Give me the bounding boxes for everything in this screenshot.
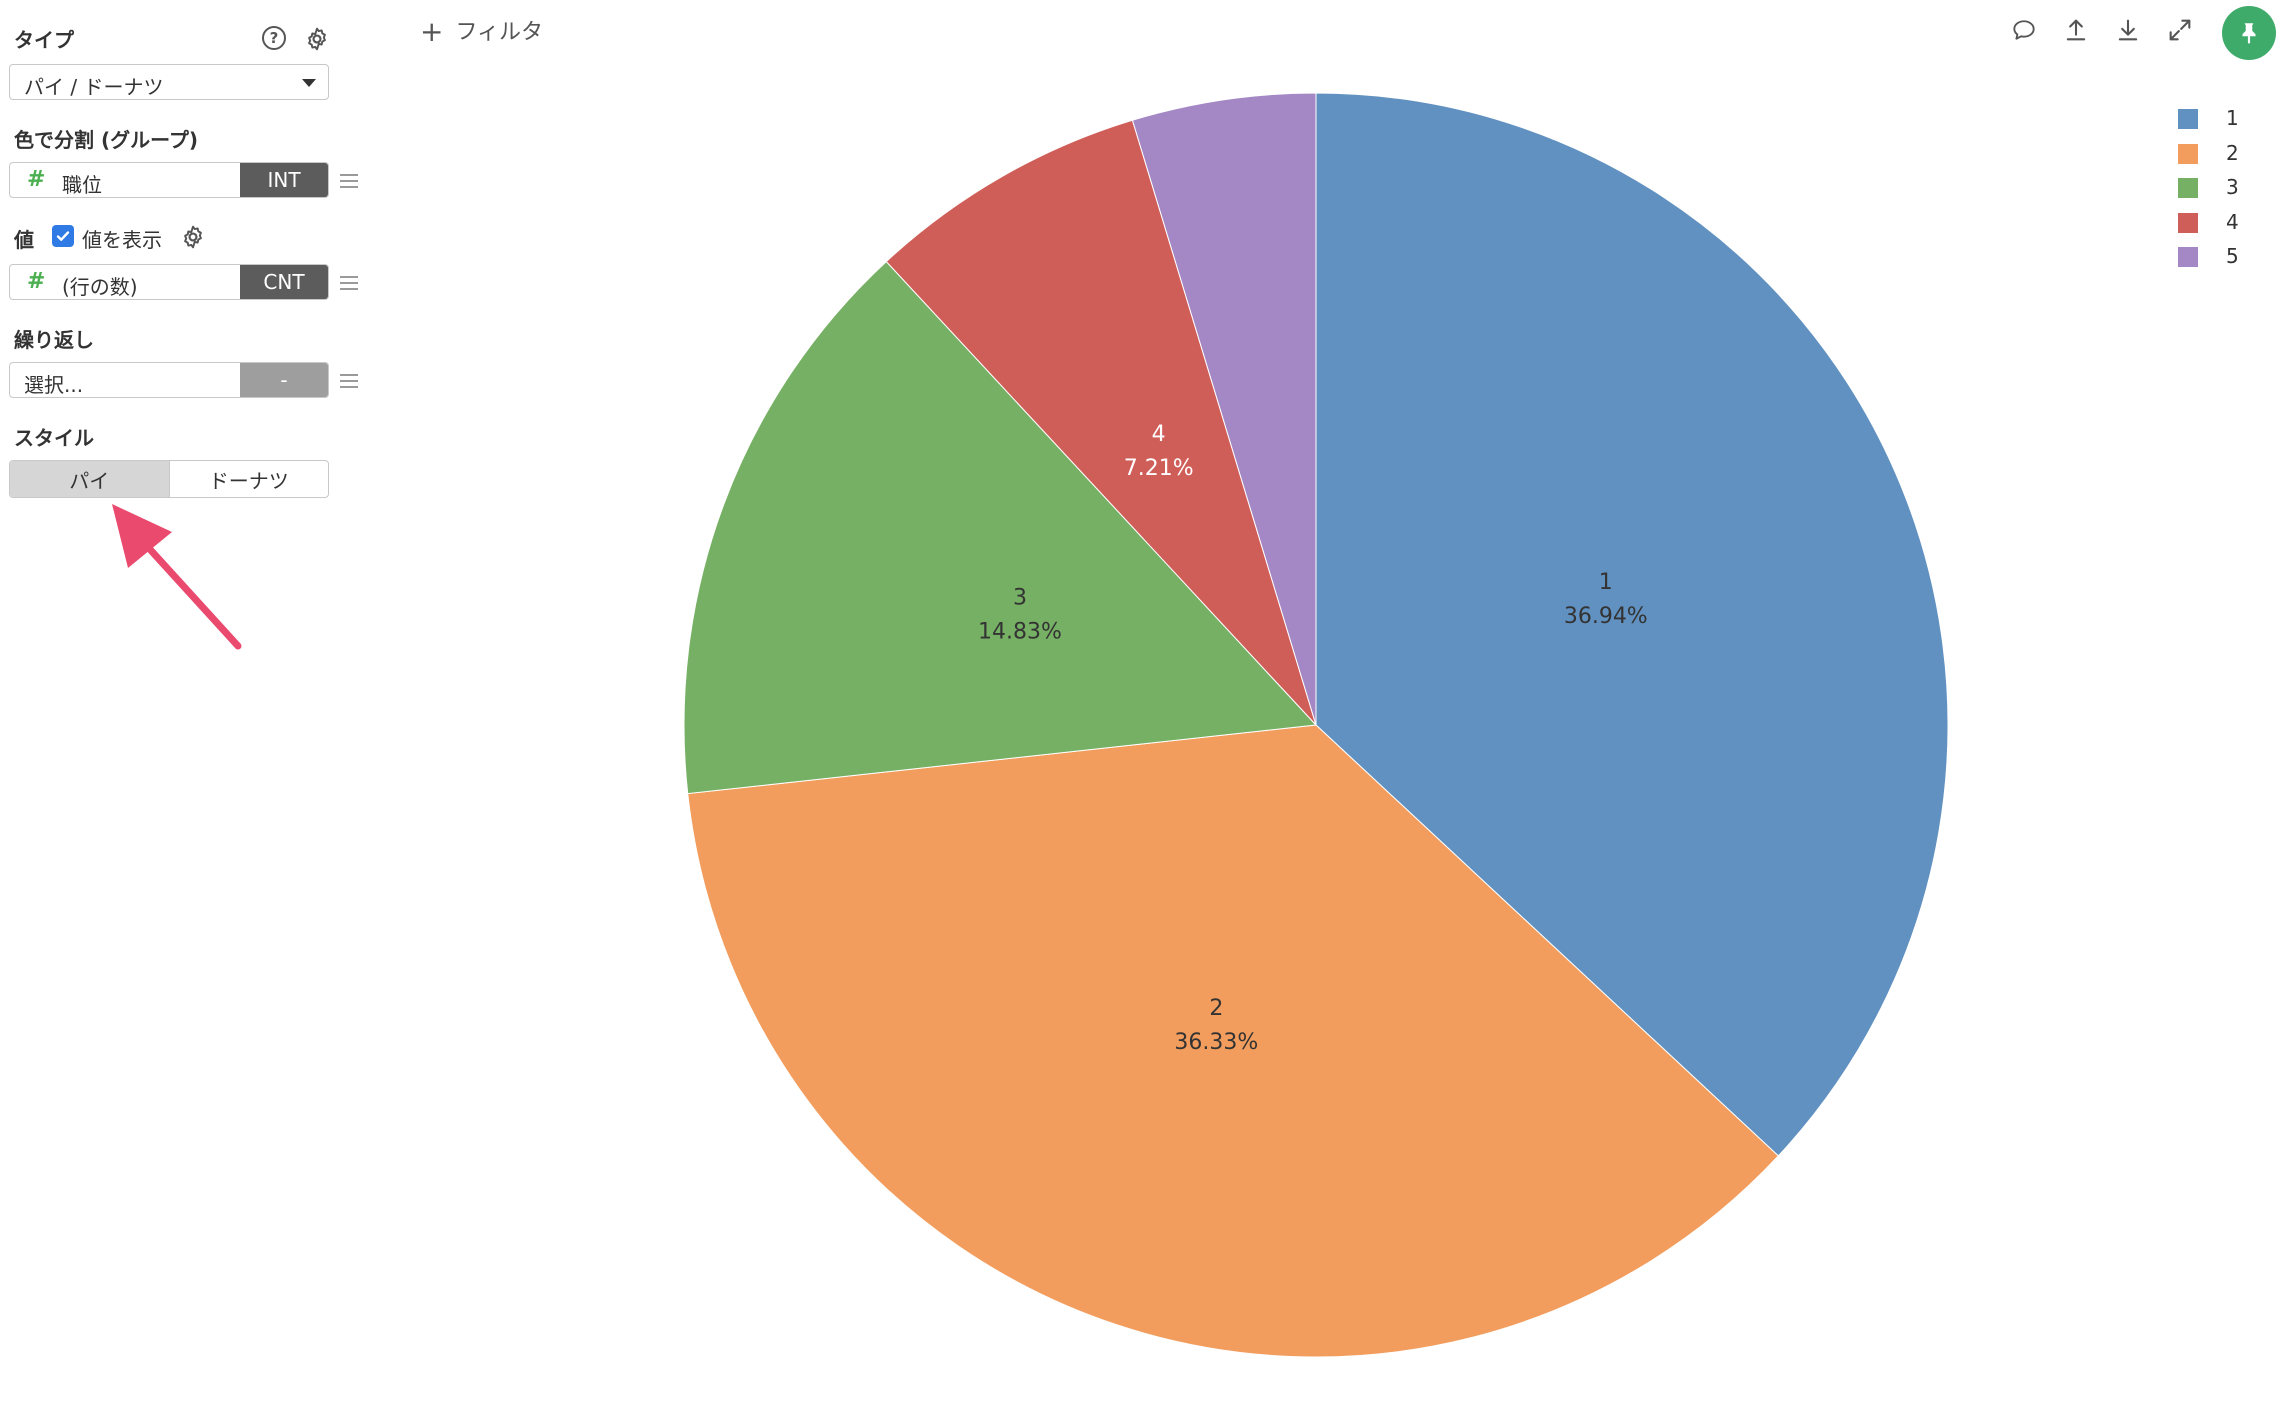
value-agg-badge[interactable]: CNT (240, 265, 328, 299)
style-option-pie[interactable]: パイ (10, 461, 170, 497)
help-icon[interactable]: ? (262, 26, 286, 50)
legend-swatch (2178, 178, 2198, 198)
repeat-placeholder: 選択... (24, 373, 84, 397)
download-icon[interactable] (2114, 16, 2142, 44)
check-icon (56, 231, 70, 241)
add-filter-button[interactable]: + フィルタ (420, 14, 543, 48)
legend-label: 4 (2226, 209, 2239, 234)
legend-swatch (2178, 247, 2198, 267)
expand-icon[interactable] (2166, 16, 2194, 44)
legend-label: 5 (2226, 244, 2239, 268)
value-section-label: 値 (14, 228, 34, 252)
slice-percent-label: 36.94% (1564, 604, 1648, 629)
chart-type-select[interactable]: パイ / ドーナツ (9, 64, 329, 100)
type-section-label: タイプ (14, 28, 74, 52)
value-field-name: (行の数) (62, 275, 138, 299)
repeat-section-label: 繰り返し (14, 328, 94, 352)
style-toggle: パイ ドーナツ (9, 460, 329, 498)
value-settings-gear-icon[interactable] (180, 224, 206, 250)
repeat-field-input[interactable]: 選択... - (9, 362, 329, 398)
color-section-label: 色で分割 (グループ) (14, 128, 199, 152)
show-value-checkbox[interactable] (52, 225, 74, 247)
show-value-label: 値を表示 (82, 228, 162, 252)
pie-slice-5[interactable] (1131, 92, 1317, 726)
upload-icon[interactable] (2062, 16, 2090, 44)
comment-icon[interactable] (2010, 16, 2038, 44)
pie-slice-2[interactable] (687, 724, 1780, 1358)
number-field-icon: # (27, 167, 46, 192)
slice-category-label: 2 (1209, 996, 1223, 1021)
pie-slice-1[interactable] (1315, 92, 1949, 1157)
legend-swatch (2178, 109, 2198, 129)
slice-category-label: 4 (1152, 422, 1166, 447)
legend-swatch (2178, 143, 2198, 164)
settings-panel: タイプ ? パイ / ドーナツ 色で分割 (グループ) # 職位 INT 値 値… (0, 0, 380, 1408)
pin-button[interactable] (2222, 6, 2276, 60)
drag-handle-icon[interactable] (340, 174, 358, 188)
color-field-name: 職位 (62, 173, 102, 197)
filter-label: フィルタ (455, 20, 544, 45)
annotation-arrow-icon (112, 504, 242, 650)
repeat-badge[interactable]: - (240, 363, 328, 397)
value-field-input[interactable]: # (行の数) CNT (9, 264, 329, 300)
color-field-input[interactable]: # 職位 INT (9, 162, 329, 198)
legend-label: 3 (2226, 175, 2239, 199)
slice-category-label: 3 (1013, 586, 1027, 611)
pie-slice-4[interactable] (885, 119, 1317, 726)
plus-icon: + (420, 15, 444, 48)
pie-slice-3[interactable] (683, 260, 1318, 795)
slice-category-label: 1 (1599, 570, 1613, 595)
pin-icon (2242, 23, 2256, 44)
drag-handle-icon[interactable] (340, 276, 358, 290)
legend-swatch (2178, 212, 2198, 233)
slice-percent-label: 14.83% (978, 620, 1062, 645)
drag-handle-icon[interactable] (340, 374, 358, 388)
color-field-type-badge[interactable]: INT (240, 163, 328, 197)
style-option-donut[interactable]: ドーナツ (208, 468, 289, 493)
settings-gear-icon[interactable] (304, 26, 330, 52)
chart-type-value: パイ / ドーナツ (24, 75, 164, 99)
slice-percent-label: 36.33% (1174, 1030, 1258, 1055)
number-field-icon: # (27, 269, 46, 294)
slice-percent-label: 7.21% (1124, 456, 1194, 481)
style-section-label: スタイル (14, 426, 94, 450)
legend-label: 1 (2226, 106, 2239, 130)
legend-label: 2 (2226, 140, 2239, 165)
chevron-down-icon (302, 79, 316, 87)
